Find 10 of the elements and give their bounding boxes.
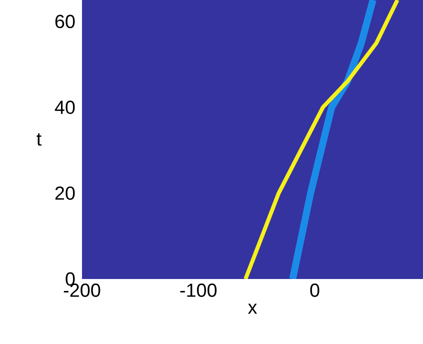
line-series	[244, 0, 400, 279]
y-tick-label: 60	[55, 14, 75, 28]
x-axis-title: x	[248, 304, 258, 314]
x-tick-label: -200	[64, 284, 100, 297]
y-axis-title: t	[36, 133, 42, 146]
y-tick-label: 0	[66, 272, 75, 286]
y-tick-label: 20	[55, 186, 75, 200]
x-tick-label: 0	[310, 284, 320, 297]
x-tick-label: -100	[180, 284, 217, 297]
y-tick-label: 40	[54, 100, 75, 114]
